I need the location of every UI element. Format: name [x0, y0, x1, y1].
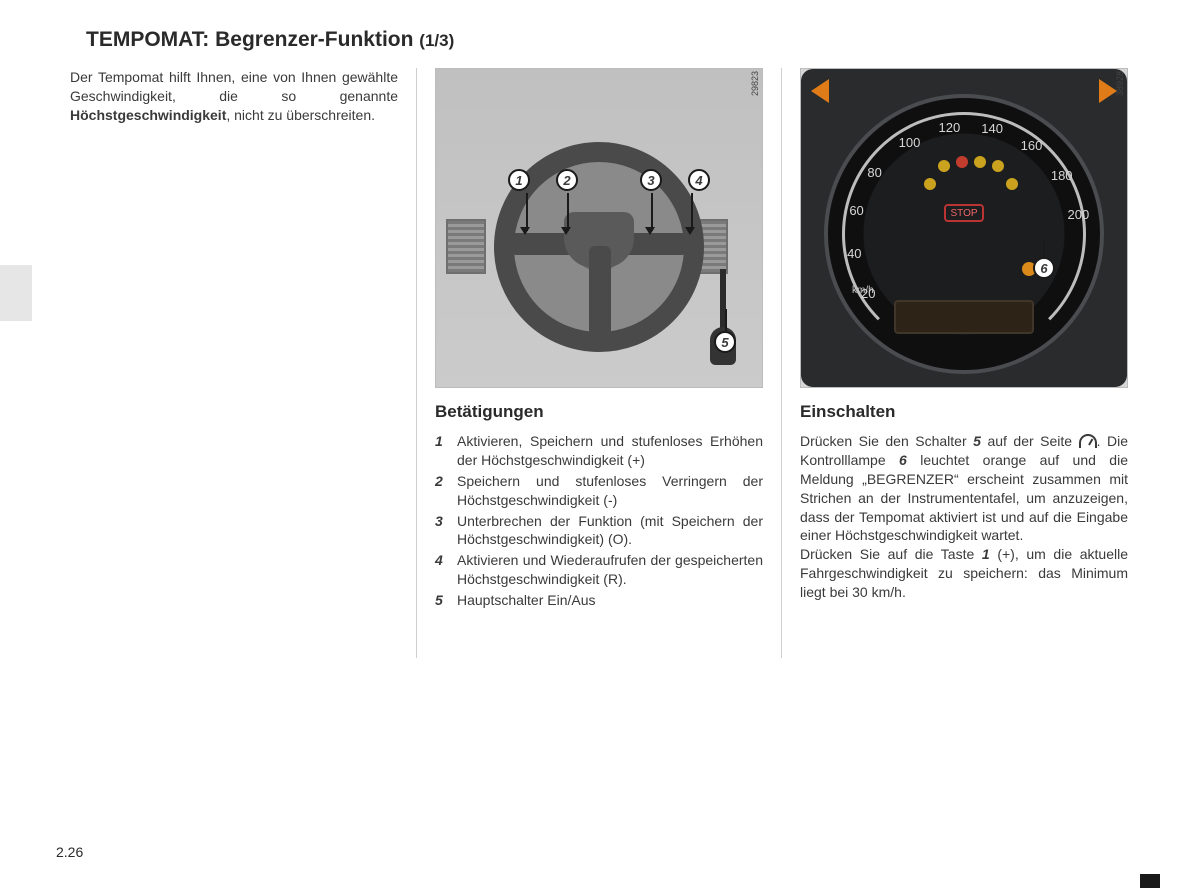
col-controls: 1 2 3 4 5 29823 Betätigungen 1Aktivieren… [421, 68, 777, 658]
figure-id-2: 38928 [1115, 71, 1125, 96]
callout-2: 2 [556, 169, 578, 191]
callout-4-arrow-icon [685, 227, 695, 235]
intro-post: , nicht zu überschreiten. [226, 107, 375, 123]
item-num: 2 [435, 472, 457, 510]
controls-list: 1Aktivieren, Speichern und stufenloses E… [435, 432, 763, 610]
speed-tick: 200 [1068, 207, 1090, 222]
content-columns: Der Tempomat hilft Ihnen, eine von Ihnen… [56, 68, 1160, 658]
switchon-para-1: Drücken Sie den Schalter 5 auf der Seite… [800, 432, 1128, 545]
switchon-heading: Einschalten [800, 402, 1128, 422]
speedometer-inline-icon [1079, 434, 1097, 448]
callout-6-lead [1043, 241, 1045, 257]
item-num: 1 [435, 432, 457, 470]
lcd-display-icon [894, 300, 1034, 334]
figure-gauge: 20406080100120140160180200 STOP km/h 6 [800, 68, 1128, 388]
list-item: 4Aktivieren und Wiederaufrufen der gespe… [435, 551, 763, 589]
speedometer-icon: 20406080100120140160180200 STOP km/h [824, 94, 1104, 374]
item-text: Aktivieren und Wiederaufrufen der gespei… [457, 551, 763, 589]
speed-tick: 80 [867, 165, 881, 180]
warn-lamp-icon [1006, 178, 1018, 190]
corner-mark-icon [1140, 874, 1160, 888]
warn-lamp-icon [974, 156, 986, 168]
cluster-bg: 20406080100120140160180200 STOP km/h [801, 69, 1127, 387]
page-number: 2.26 [56, 844, 83, 860]
list-item: 1Aktivieren, Speichern und stufenloses E… [435, 432, 763, 470]
callout-2-arrow-icon [561, 227, 571, 235]
warn-lamp-icon [924, 178, 936, 190]
title-main: TEMPOMAT: Begrenzer-Funktion [86, 28, 413, 51]
figure-steering-wheel: 1 2 3 4 5 29823 [435, 68, 763, 388]
col-switchon: 20406080100120140160180200 STOP km/h 6 [786, 68, 1142, 658]
t: Drücken Sie den Schalter [800, 433, 973, 449]
intro-pre: Der Tempomat hilft Ihnen, eine von Ihnen… [70, 69, 398, 104]
ref-6: 6 [899, 452, 907, 468]
callout-3: 3 [640, 169, 662, 191]
item-text: Hauptschalter Ein/Aus [457, 591, 763, 610]
t: auf der Seite [981, 433, 1079, 449]
column-separator-2 [781, 68, 782, 658]
col-intro: Der Tempomat hilft Ihnen, eine von Ihnen… [56, 68, 412, 658]
turn-left-icon [811, 79, 829, 103]
controls-heading: Betätigungen [435, 402, 763, 422]
page-title: TEMPOMAT: Begrenzer-Funktion (1/3) [86, 28, 454, 52]
switchon-para-2: Drücken Sie auf die Taste 1 (+), um die … [800, 545, 1128, 602]
callout-6: 6 [1033, 257, 1055, 279]
warn-lamp-icon [992, 160, 1004, 172]
item-text: Speichern und stufenloses Verringern der… [457, 472, 763, 510]
intro-text: Der Tempomat hilft Ihnen, eine von Ihnen… [70, 68, 398, 125]
warn-lamp-icon [956, 156, 968, 168]
speed-tick: 100 [899, 135, 921, 150]
callout-5-lead [725, 309, 727, 331]
list-item: 5Hauptschalter Ein/Aus [435, 591, 763, 610]
callout-3-arrow-icon [645, 227, 655, 235]
vent-left-icon [446, 219, 486, 274]
item-num: 3 [435, 512, 457, 550]
callout-4: 4 [688, 169, 710, 191]
speed-tick: 60 [849, 203, 863, 218]
speed-tick: 160 [1021, 138, 1043, 153]
speed-tick: 180 [1051, 168, 1073, 183]
kmh-label: km/h [852, 285, 874, 296]
ref-5: 5 [973, 433, 981, 449]
ref-1: 1 [982, 546, 990, 562]
speed-tick: 120 [939, 120, 961, 135]
speed-tick: 140 [981, 121, 1003, 136]
stop-indicator: STOP [944, 204, 984, 222]
list-item: 2Speichern und stufenloses Verringern de… [435, 472, 763, 510]
callout-4-lead [691, 193, 693, 231]
warn-lamp-icon [938, 160, 950, 172]
callout-1: 1 [508, 169, 530, 191]
callout-2-lead [567, 193, 569, 231]
item-num: 4 [435, 551, 457, 589]
callout-5: 5 [714, 331, 736, 353]
column-separator [416, 68, 417, 658]
speed-tick: 40 [847, 246, 861, 261]
callout-1-arrow-icon [520, 227, 530, 235]
side-tab [0, 265, 32, 321]
figure-id-1: 29823 [750, 71, 760, 96]
item-text: Aktivieren, Speichern und stufenloses Er… [457, 432, 763, 470]
callout-3-lead [651, 193, 653, 231]
item-num: 5 [435, 591, 457, 610]
item-text: Unterbrechen der Funktion (mit Speichern… [457, 512, 763, 550]
callout-1-lead [526, 193, 528, 231]
intro-bold: Höchstgeschwindigkeit [70, 107, 226, 123]
list-item: 3Unterbrechen der Funktion (mit Speicher… [435, 512, 763, 550]
t: Drücken Sie auf die Taste [800, 546, 982, 562]
title-count: (1/3) [419, 31, 454, 50]
